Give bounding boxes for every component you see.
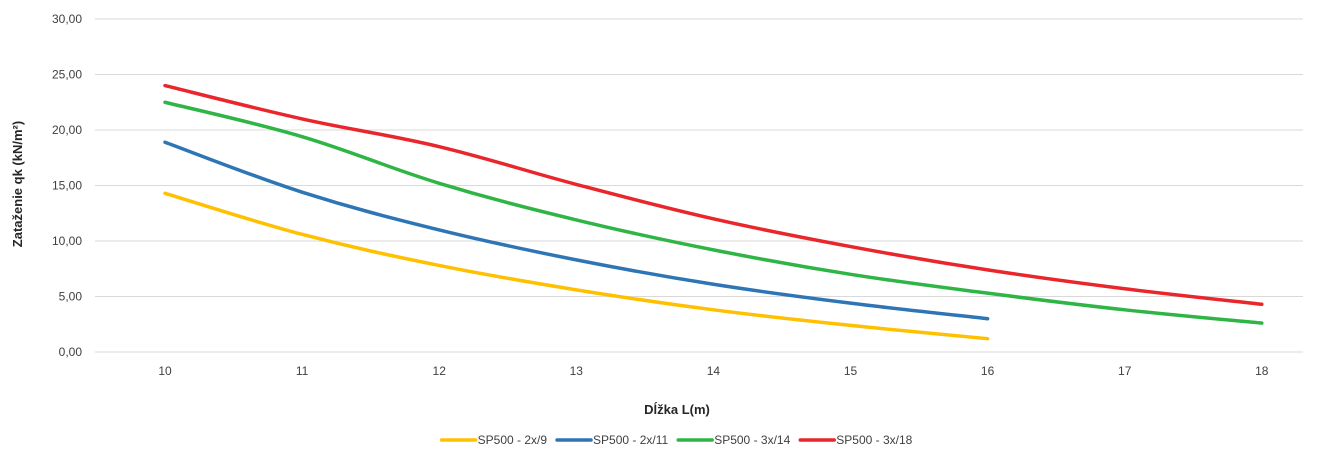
y-tick-label: 0,00: [59, 345, 83, 359]
y-tick-label: 10,00: [52, 234, 82, 248]
series-line-4: [163, 83, 1264, 307]
x-tick-label: 12: [433, 364, 447, 378]
x-tick-label: 13: [570, 364, 584, 378]
x-tick-label: 16: [981, 364, 995, 378]
x-axis-tick-labels: 10 11 12 13 14 15 16 17 18: [158, 364, 1268, 378]
y-tick-label: 15,00: [52, 179, 82, 193]
x-tick-label: 18: [1255, 364, 1269, 378]
legend-item: SP500 - 2x/11: [555, 433, 669, 447]
legend-label: SP500 - 3x/14: [714, 433, 790, 447]
legend-label: SP500 - 3x/18: [836, 433, 912, 447]
y-tick-label: 30,00: [52, 12, 82, 26]
y-tick-label: 25,00: [52, 68, 82, 82]
series-line-1: [163, 191, 990, 341]
legend-label: SP500 - 2x/11: [593, 433, 668, 447]
legend-label: SP500 - 2x/9: [478, 433, 548, 447]
x-axis-title: Dĺžka L(m): [644, 402, 710, 417]
legend-item: SP500 - 2x/9: [439, 433, 548, 447]
gridlines: [95, 18, 1303, 353]
x-tick-label: 10: [158, 364, 172, 378]
x-tick-label: 11: [296, 364, 309, 378]
legend-item: SP500 - 3x/14: [676, 433, 791, 447]
series-line-2: [163, 140, 990, 321]
y-tick-label: 20,00: [52, 123, 82, 137]
y-axis-title: Zataženie qk (kN/m²): [10, 121, 25, 247]
y-axis-tick-labels: 0,00 5,00 10,00 15,00 20,00 25,00 30,00: [52, 12, 82, 359]
x-tick-label: 15: [844, 364, 858, 378]
x-tick-label: 14: [707, 364, 721, 378]
legend: SP500 - 2x/9 SP500 - 2x/11 SP500 - 3x/14 SP…: [439, 433, 913, 447]
legend-item: SP500 - 3x/18: [798, 433, 913, 447]
series-lines: [163, 83, 1264, 341]
series-line-3: [163, 100, 1264, 325]
x-tick-label: 17: [1118, 364, 1132, 378]
y-tick-label: 5,00: [59, 290, 83, 304]
